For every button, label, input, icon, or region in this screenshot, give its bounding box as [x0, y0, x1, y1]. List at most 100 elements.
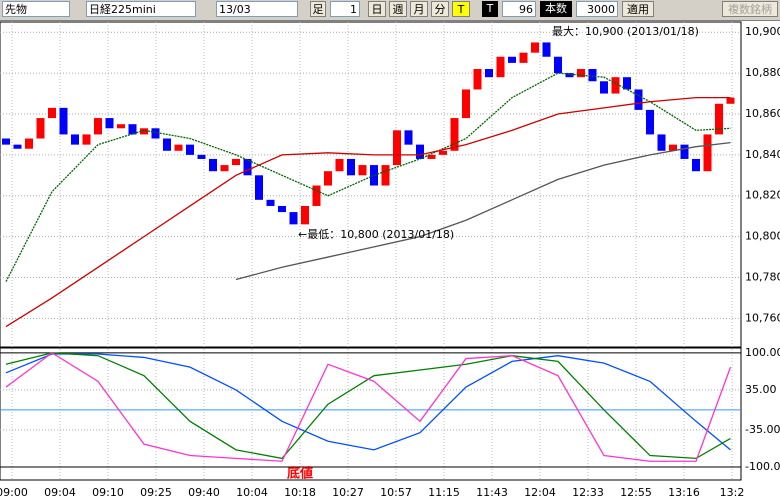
indicator-line — [5, 96, 731, 328]
bar-count[interactable]: 1 — [330, 1, 360, 17]
period-button[interactable]: 週 — [389, 1, 407, 17]
candle — [473, 69, 482, 90]
multi-button[interactable]: 複数銘柄 — [722, 1, 778, 17]
candle — [36, 118, 45, 139]
candle — [140, 128, 148, 135]
candle — [508, 56, 516, 63]
candle — [439, 150, 447, 155]
apply-button[interactable]: 適用 — [622, 1, 654, 17]
candle — [692, 158, 700, 172]
min-annotation: ←最低：10,800 (2013/01/18) — [298, 228, 454, 241]
t-label: T — [482, 1, 498, 17]
candle — [128, 124, 137, 135]
bar-label[interactable]: 足 — [310, 1, 326, 17]
candle — [324, 171, 332, 186]
x-tick-label: 12:04 — [524, 486, 556, 499]
y-tick-label: 10,880 — [745, 66, 780, 79]
y-tick-label: -35.00 — [745, 423, 780, 436]
x-tick-label: 11:43 — [476, 486, 508, 499]
candle — [105, 118, 114, 129]
t-value[interactable]: 96 — [502, 1, 536, 17]
candle — [243, 158, 252, 176]
x-tick-label: 10:57 — [380, 486, 412, 499]
x-tick-label: 12:55 — [620, 486, 652, 499]
candle — [358, 165, 367, 176]
candle — [404, 130, 413, 145]
x-tick-label: 10:18 — [284, 486, 316, 499]
candle — [680, 144, 689, 159]
period-button[interactable]: 月 — [410, 1, 428, 17]
candle — [393, 130, 401, 166]
candle — [335, 158, 344, 172]
candle — [669, 144, 677, 151]
count-label: 本数 — [540, 1, 572, 17]
candle — [2, 138, 10, 145]
y-tick-label: 100.00 — [745, 346, 780, 359]
period-button[interactable]: T — [452, 1, 470, 17]
candle — [278, 205, 286, 213]
period-button[interactable]: 日 — [368, 1, 386, 17]
x-tick-label: 09:10 — [92, 486, 124, 499]
candle — [347, 158, 355, 176]
x-tick-label: 09:40 — [188, 486, 220, 499]
max-annotation: 最大：10,900 (2013/01/18) — [552, 24, 699, 38]
candle — [577, 69, 585, 78]
candle — [289, 212, 298, 225]
candle — [94, 118, 102, 135]
y-tick-label: 10,760 — [745, 311, 780, 324]
indicator-line — [5, 353, 731, 451]
candle — [232, 158, 240, 166]
x-tick-label: 10:04 — [236, 486, 268, 499]
count-value[interactable]: 3000 — [576, 1, 618, 17]
x-tick-label: 13:16 — [668, 486, 700, 499]
y-tick-label: 10,860 — [745, 107, 780, 120]
y-tick-label: 10,780 — [745, 271, 780, 284]
candle — [381, 165, 390, 186]
period-button[interactable]: 分 — [431, 1, 449, 17]
candle — [163, 138, 171, 151]
toolbar: 先物 日経225mini 13/03 足 1 日 週 月 分 T T 96 本数… — [0, 0, 780, 21]
candle — [703, 134, 712, 172]
x-tick-label: 09:00 — [0, 486, 28, 499]
candle — [82, 134, 91, 145]
indicator-line — [235, 141, 731, 281]
candle — [197, 154, 206, 159]
candle — [646, 109, 654, 135]
candle — [427, 154, 436, 159]
candle — [117, 124, 125, 129]
candle — [370, 165, 378, 186]
x-tick-label: 10:27 — [332, 486, 364, 499]
candle — [71, 134, 79, 145]
candle — [519, 52, 528, 63]
oscillator-panel — [0, 347, 742, 481]
symbol-select[interactable]: 日経225mini — [86, 1, 196, 17]
bottom-annotation: 底値 — [287, 466, 313, 482]
candle — [611, 77, 620, 94]
candle — [255, 175, 263, 200]
indicator-line — [5, 72, 731, 282]
candle — [531, 42, 539, 53]
x-tick-label: 13:2 — [720, 486, 745, 499]
candle — [554, 56, 562, 74]
candle — [450, 118, 459, 151]
candle — [220, 165, 229, 172]
candle — [542, 42, 551, 57]
candle — [496, 56, 505, 78]
candle — [462, 89, 470, 119]
x-tick-label: 12:33 — [572, 486, 604, 499]
x-tick-label: 09:25 — [140, 486, 172, 499]
candle — [186, 144, 194, 155]
candle — [634, 89, 643, 110]
y-tick-label: 10,820 — [745, 189, 780, 202]
y-tick-label: 35.00 — [745, 383, 777, 396]
contract-select[interactable]: 13/03 — [216, 1, 298, 17]
indicator-line — [5, 352, 732, 462]
y-tick-label: 10,800 — [745, 230, 780, 243]
candle — [416, 144, 424, 159]
market-select[interactable]: 先物 — [2, 1, 70, 17]
candle — [209, 158, 217, 172]
candle — [715, 103, 723, 135]
candle — [312, 185, 321, 206]
